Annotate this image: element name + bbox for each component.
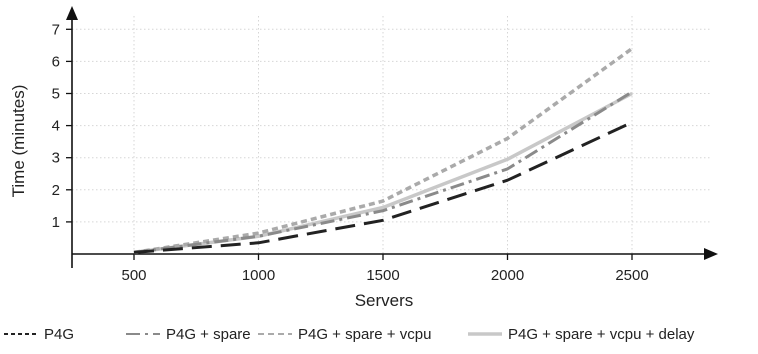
legend-label-3: P4G + spare + vcpu [298, 326, 431, 343]
y-tick-label: 5 [52, 86, 60, 103]
y-tick-label: 3 [52, 150, 60, 167]
tick-labels: 1 2 3 4 5 6 7 500 1000 1500 2000 2500 [52, 21, 649, 284]
y-tick-label: 7 [52, 21, 60, 38]
series-lines [133, 47, 634, 255]
series-line-2 [133, 90, 633, 254]
y-tick-label: 2 [52, 182, 60, 199]
x-tick-label: 500 [121, 267, 146, 284]
legend-label-4: P4G + spare + vcpu + delay [508, 326, 695, 343]
axes [66, 6, 718, 268]
x-tick-label: 1000 [242, 267, 275, 284]
x-tick-label: 1500 [366, 267, 399, 284]
y-tick-label: 6 [52, 53, 60, 70]
y-axis-title: Time (minutes) [9, 85, 28, 198]
legend-label-1: P4G [44, 326, 74, 343]
x-axis-title: Servers [355, 291, 414, 310]
x-tick-label: 2000 [491, 267, 524, 284]
series-line-1 [133, 121, 633, 254]
y-tick-label: 1 [52, 214, 60, 231]
legend: P4G P4G + spare P4G + spare + vcpu P4G + sp… [4, 326, 695, 343]
y-axis-arrow [66, 6, 78, 20]
legend-label-2: P4G + spare [166, 326, 251, 343]
series-line-3 [133, 47, 634, 255]
x-tick-label: 2500 [615, 267, 648, 284]
grid [72, 16, 710, 254]
y-tick-label: 4 [52, 118, 60, 135]
x-axis-arrow [704, 248, 718, 260]
